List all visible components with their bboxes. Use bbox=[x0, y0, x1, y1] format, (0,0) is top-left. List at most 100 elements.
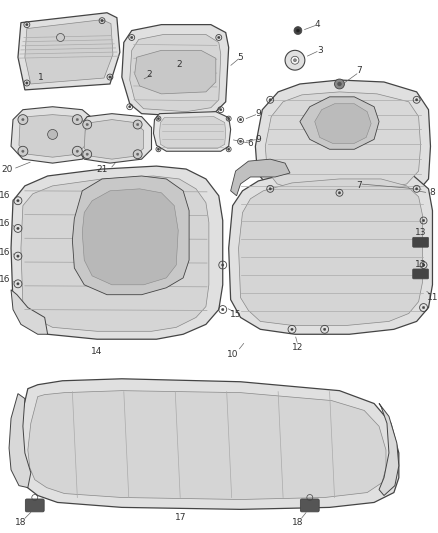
Circle shape bbox=[422, 306, 425, 309]
Circle shape bbox=[131, 36, 133, 39]
Text: 5: 5 bbox=[238, 53, 244, 62]
FancyBboxPatch shape bbox=[300, 499, 319, 512]
Circle shape bbox=[219, 109, 222, 111]
Text: 7: 7 bbox=[357, 181, 362, 190]
Polygon shape bbox=[72, 176, 189, 295]
Circle shape bbox=[137, 153, 139, 156]
Polygon shape bbox=[11, 290, 48, 334]
Polygon shape bbox=[21, 176, 209, 332]
Circle shape bbox=[72, 115, 82, 125]
Text: 12: 12 bbox=[292, 343, 304, 352]
Circle shape bbox=[335, 79, 344, 89]
Circle shape bbox=[227, 148, 230, 150]
Polygon shape bbox=[239, 179, 423, 325]
Polygon shape bbox=[28, 391, 386, 499]
Polygon shape bbox=[159, 117, 226, 148]
Text: 16: 16 bbox=[0, 248, 11, 257]
Circle shape bbox=[83, 120, 92, 129]
Text: 4: 4 bbox=[315, 20, 321, 29]
Circle shape bbox=[239, 118, 242, 121]
Circle shape bbox=[57, 34, 64, 42]
Circle shape bbox=[72, 146, 82, 156]
Polygon shape bbox=[255, 80, 431, 203]
Circle shape bbox=[291, 328, 293, 330]
Circle shape bbox=[157, 148, 159, 150]
Text: 7: 7 bbox=[357, 66, 362, 75]
Circle shape bbox=[416, 188, 418, 190]
Polygon shape bbox=[25, 20, 113, 84]
Circle shape bbox=[222, 264, 224, 266]
Circle shape bbox=[129, 106, 131, 108]
Text: 16: 16 bbox=[0, 191, 11, 200]
Text: 6: 6 bbox=[247, 139, 253, 148]
Text: 2: 2 bbox=[147, 70, 152, 78]
Circle shape bbox=[293, 59, 297, 62]
Polygon shape bbox=[19, 115, 85, 157]
Circle shape bbox=[22, 150, 24, 152]
Circle shape bbox=[76, 150, 78, 152]
Polygon shape bbox=[130, 35, 221, 112]
Circle shape bbox=[422, 219, 425, 222]
Polygon shape bbox=[17, 379, 399, 510]
Circle shape bbox=[338, 82, 342, 86]
Polygon shape bbox=[300, 97, 379, 149]
Text: 16: 16 bbox=[0, 276, 11, 284]
Circle shape bbox=[86, 153, 88, 156]
Circle shape bbox=[422, 264, 425, 266]
Circle shape bbox=[83, 150, 92, 159]
Text: 10: 10 bbox=[227, 350, 238, 359]
FancyBboxPatch shape bbox=[25, 499, 44, 512]
Circle shape bbox=[109, 76, 111, 78]
Circle shape bbox=[17, 255, 19, 257]
Circle shape bbox=[218, 36, 220, 39]
Circle shape bbox=[101, 20, 103, 22]
Polygon shape bbox=[265, 92, 420, 193]
Circle shape bbox=[18, 146, 28, 156]
Text: 11: 11 bbox=[427, 293, 438, 302]
Circle shape bbox=[137, 123, 139, 126]
Circle shape bbox=[133, 120, 142, 129]
Circle shape bbox=[17, 199, 19, 202]
Polygon shape bbox=[315, 104, 371, 143]
Text: 18: 18 bbox=[292, 518, 304, 527]
Text: 20: 20 bbox=[1, 165, 13, 174]
Text: 13: 13 bbox=[415, 228, 426, 237]
Circle shape bbox=[297, 29, 300, 32]
Circle shape bbox=[285, 50, 305, 70]
Text: 15: 15 bbox=[230, 310, 241, 319]
Circle shape bbox=[338, 191, 341, 194]
Circle shape bbox=[17, 227, 19, 230]
Circle shape bbox=[291, 56, 299, 64]
Text: 8: 8 bbox=[430, 188, 435, 197]
Circle shape bbox=[76, 118, 78, 121]
Circle shape bbox=[26, 82, 28, 84]
Polygon shape bbox=[78, 114, 152, 163]
Text: 3: 3 bbox=[317, 46, 322, 55]
Polygon shape bbox=[18, 13, 120, 90]
Circle shape bbox=[133, 150, 142, 159]
Circle shape bbox=[227, 117, 230, 120]
Circle shape bbox=[239, 140, 242, 142]
Polygon shape bbox=[9, 394, 31, 488]
Polygon shape bbox=[153, 112, 231, 151]
Text: 13: 13 bbox=[415, 260, 426, 269]
FancyBboxPatch shape bbox=[413, 269, 428, 279]
Polygon shape bbox=[11, 107, 94, 163]
Text: 21: 21 bbox=[96, 165, 108, 174]
Circle shape bbox=[323, 328, 326, 330]
Text: 1: 1 bbox=[38, 72, 44, 82]
Text: 2: 2 bbox=[177, 60, 182, 69]
Text: 16: 16 bbox=[0, 219, 11, 228]
Circle shape bbox=[18, 115, 28, 125]
Polygon shape bbox=[231, 159, 290, 196]
Circle shape bbox=[22, 118, 24, 121]
Text: 9: 9 bbox=[255, 109, 261, 118]
Circle shape bbox=[269, 99, 272, 101]
Circle shape bbox=[416, 99, 418, 101]
Polygon shape bbox=[84, 119, 144, 159]
Text: 18: 18 bbox=[15, 518, 27, 527]
Polygon shape bbox=[11, 166, 223, 339]
Text: 17: 17 bbox=[176, 513, 187, 522]
Circle shape bbox=[157, 117, 159, 120]
Circle shape bbox=[294, 27, 302, 35]
